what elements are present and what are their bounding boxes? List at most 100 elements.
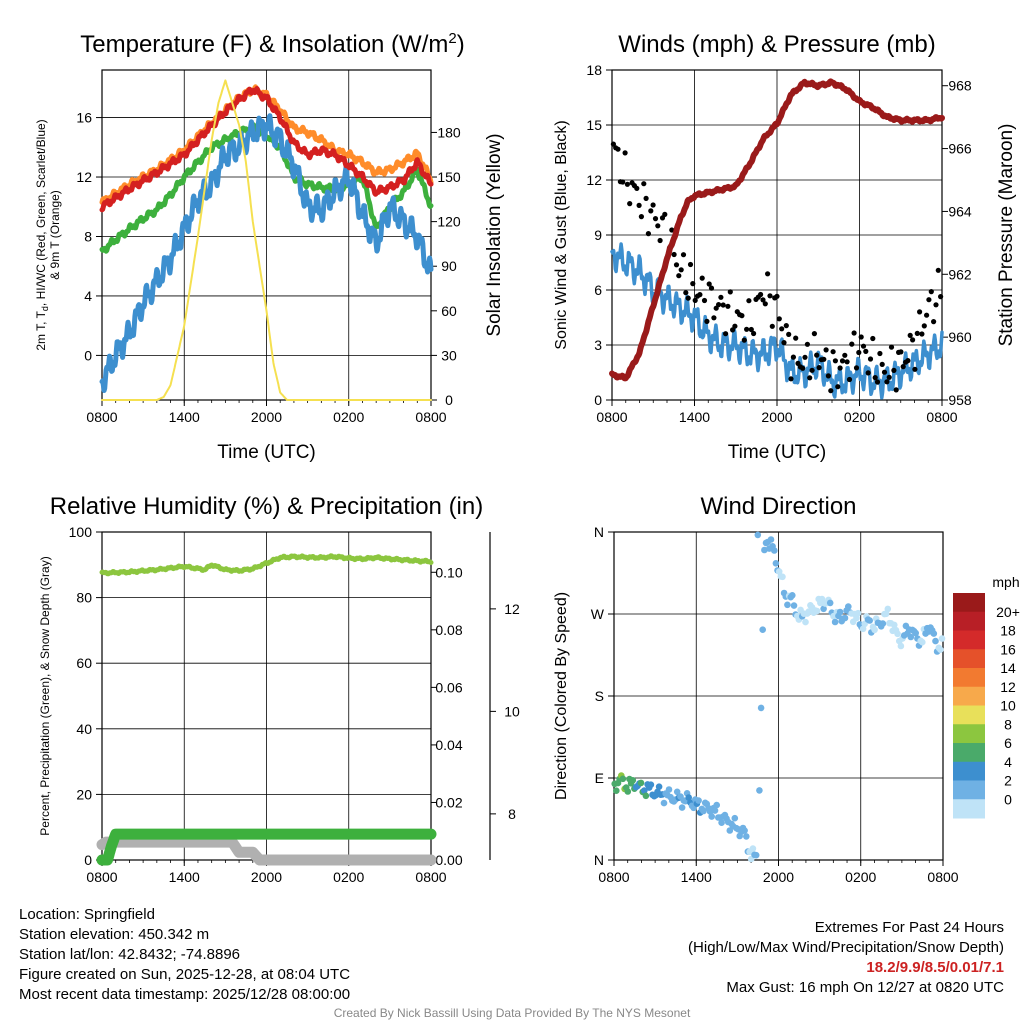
direction-point — [879, 620, 887, 627]
gust-point — [842, 352, 848, 358]
direction-point — [613, 787, 620, 794]
gust-point — [671, 251, 677, 258]
colorbar-label: 12 — [1000, 679, 1016, 695]
direction-point — [831, 618, 839, 626]
gust-point — [723, 331, 729, 337]
gust-point — [935, 267, 941, 273]
y2-tick-label: 150 — [437, 169, 461, 185]
gust-point — [863, 348, 869, 354]
direction-point — [859, 625, 867, 633]
y-axis-label-part: 2m T, T — [34, 310, 48, 350]
gust-point — [853, 365, 860, 371]
direction-point — [789, 592, 796, 599]
gust-point — [627, 201, 633, 207]
gust-point — [816, 365, 822, 371]
y2-tick-label: 0.02 — [435, 794, 462, 810]
gust-point — [898, 349, 904, 355]
gust-point — [762, 301, 768, 307]
colorbar-label: 20+ — [996, 604, 1020, 620]
gust-point — [811, 331, 818, 337]
panel-winds: 0800 1400 2000 0200 080003691215189589609629… — [553, 31, 1017, 463]
direction-point — [673, 788, 681, 796]
y2-tick-label: 968 — [948, 78, 972, 94]
y-tick-label: 40 — [76, 721, 92, 737]
gust-point — [744, 326, 750, 332]
gust-point — [907, 332, 913, 338]
gust-point — [821, 356, 827, 362]
gust-point — [776, 316, 782, 322]
direction-point — [771, 547, 778, 554]
gust-point — [790, 354, 797, 360]
gust-point — [615, 146, 621, 152]
chart-title: Temperature (F) & Insolation (W/m2) — [80, 30, 464, 58]
gust-point — [856, 349, 862, 356]
gust-point — [804, 341, 811, 347]
direction-point — [884, 605, 892, 613]
y-axis-label: Sonic Wind & Gust (Blue, Black) — [553, 120, 570, 349]
y2-tick-label: 0 — [445, 392, 453, 408]
gust-point — [874, 379, 881, 385]
gust-point — [643, 195, 649, 201]
y-tick-label: 80 — [76, 590, 92, 606]
gust-point — [910, 337, 916, 343]
gust-point — [830, 349, 836, 355]
gust-point — [879, 361, 885, 367]
x-tick-label: 0200 — [844, 409, 875, 425]
direction-point — [678, 804, 686, 811]
y-tick-label: N — [594, 524, 604, 540]
y2-tick-label: 964 — [948, 203, 972, 219]
series-line-yellow — [101, 79, 432, 401]
location-label: Location: Springfield — [19, 906, 155, 923]
gust-point — [720, 302, 726, 308]
direction-point — [695, 797, 702, 804]
gust-point — [844, 359, 850, 365]
gust-point — [851, 330, 857, 336]
colorbar-label: 8 — [1004, 716, 1012, 732]
direction-point — [932, 637, 939, 645]
gust-point — [938, 294, 944, 300]
series-line-snow-depth — [96, 836, 437, 866]
colorbar-title: mph — [992, 574, 1019, 590]
gust-point — [739, 313, 745, 319]
colorbar-swatch — [953, 686, 985, 706]
direction-point — [743, 833, 750, 840]
gust-point — [846, 376, 853, 383]
gust-point — [655, 223, 661, 229]
direction-point — [891, 621, 898, 629]
series-line-relative-humidity — [99, 553, 434, 577]
chart-title-end: ) — [457, 31, 465, 58]
gust-point — [888, 344, 895, 350]
direction-point — [660, 799, 668, 807]
direction-point — [845, 603, 852, 610]
gust-point — [692, 297, 698, 303]
gust-point — [624, 181, 631, 187]
gust-point — [622, 150, 628, 156]
direction-point — [866, 617, 873, 624]
direction-point — [752, 851, 760, 859]
gust-point — [687, 261, 694, 268]
gust-point — [865, 370, 871, 376]
gust-point — [860, 343, 867, 349]
gust-point — [758, 291, 764, 298]
direction-point — [629, 777, 637, 784]
y2-tick-label: 958 — [948, 392, 972, 408]
extremes-subtitle: (High/Low/Max Wind/Precipitation/Snow De… — [688, 939, 1004, 956]
y2-tick-label: 966 — [948, 141, 972, 157]
gust-point — [741, 337, 747, 343]
direction-point — [826, 599, 834, 607]
colorbar: mph 20+ 18 16 14 12 10 8 6 4 2 0 — [953, 574, 1020, 819]
gust-point — [807, 375, 813, 381]
gust-point — [690, 281, 696, 287]
direction-point — [784, 601, 791, 609]
gust-point — [781, 340, 787, 346]
colorbar-label: 4 — [1004, 754, 1012, 770]
y-tick-label: 4 — [84, 288, 92, 304]
gust-point — [685, 295, 691, 301]
colorbar-swatch — [953, 668, 985, 688]
gust-point — [905, 358, 911, 364]
direction-point — [624, 788, 632, 795]
gust-point — [704, 318, 710, 324]
gust-point — [732, 323, 738, 329]
gust-point — [783, 323, 789, 329]
